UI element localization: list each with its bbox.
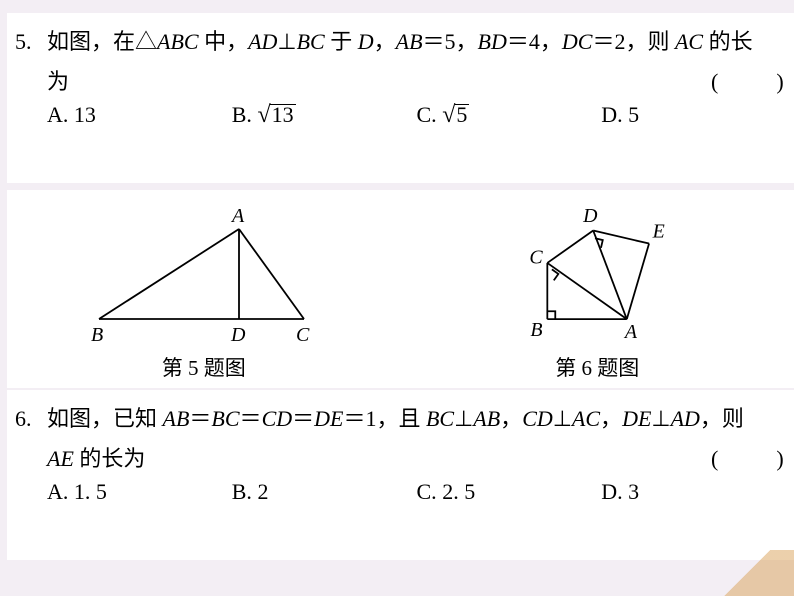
svg-text:B: B [91,324,103,344]
q5-option-b[interactable]: B. √13 [232,102,417,129]
svg-text:D: D [230,324,246,344]
q6-text-1: 如图，已知 AB＝BC＝CD＝DE＝1，且 BC⊥AB，CD⊥AC，DE⊥AD，… [47,396,786,441]
svg-text:A: A [623,321,638,343]
question-6: 6. 如图，已知 AB＝BC＝CD＝DE＝1，且 BC⊥AB，CD⊥AC，DE⊥… [7,390,794,560]
q6-line1: 6. 如图，已知 AB＝BC＝CD＝DE＝1，且 BC⊥AB，CD⊥AC，DE⊥… [15,396,786,441]
figure-5-col: A B D C 第 5 题图 [7,190,401,388]
q6-text-2: AE 的长为 [47,441,145,473]
svg-text:A: A [230,205,245,227]
svg-text:D: D [582,205,598,227]
svg-text:C: C [530,247,544,269]
q6-line2: AE 的长为 ( ) [15,441,786,473]
svg-text:E: E [652,221,665,243]
q6-options: A. 1. 5 B. 2 C. 2. 5 D. 3 [15,479,786,505]
svg-text:C: C [296,324,310,344]
q5-option-c[interactable]: C. √5 [417,102,602,129]
figure-6-svg: A B C D E [497,190,697,344]
q6-number: 6. [15,396,47,441]
figure-6-col: A B C D E 第 6 题图 [401,190,794,388]
q5-paren: ( ) [711,64,786,96]
q5-option-d[interactable]: D. 5 [601,102,786,129]
q5-option-a[interactable]: A. 13 [47,102,232,129]
figure-6-caption: 第 6 题图 [555,352,639,382]
figure-5-svg: A B D C [79,204,329,344]
q5-options: A. 13 B. √13 C. √5 D. 5 [15,102,786,129]
q5-text-1: 如图，在△ABC 中，AD⊥BC 于 D，AB＝5，BD＝4，DC＝2，则 AC… [47,19,786,64]
figure-5-caption: 第 5 题图 [162,352,246,382]
q6-option-c[interactable]: C. 2. 5 [417,479,602,505]
q6-paren: ( ) [711,441,786,473]
q5-text-2: 为 [47,64,69,96]
q6-option-b[interactable]: B. 2 [232,479,417,505]
q6-option-a[interactable]: A. 1. 5 [47,479,232,505]
q6-option-d[interactable]: D. 3 [601,479,786,505]
corner-decoration [724,550,794,596]
q5-line1: 5. 如图，在△ABC 中，AD⊥BC 于 D，AB＝5，BD＝4，DC＝2，则… [15,19,786,64]
figures-row: A B D C 第 5 题图 [7,190,794,388]
q5-line2: 为 ( ) [15,64,786,96]
svg-text:B: B [531,319,543,341]
q5-number: 5. [15,19,47,64]
question-5: 5. 如图，在△ABC 中，AD⊥BC 于 D，AB＝5，BD＝4，DC＝2，则… [7,13,794,183]
